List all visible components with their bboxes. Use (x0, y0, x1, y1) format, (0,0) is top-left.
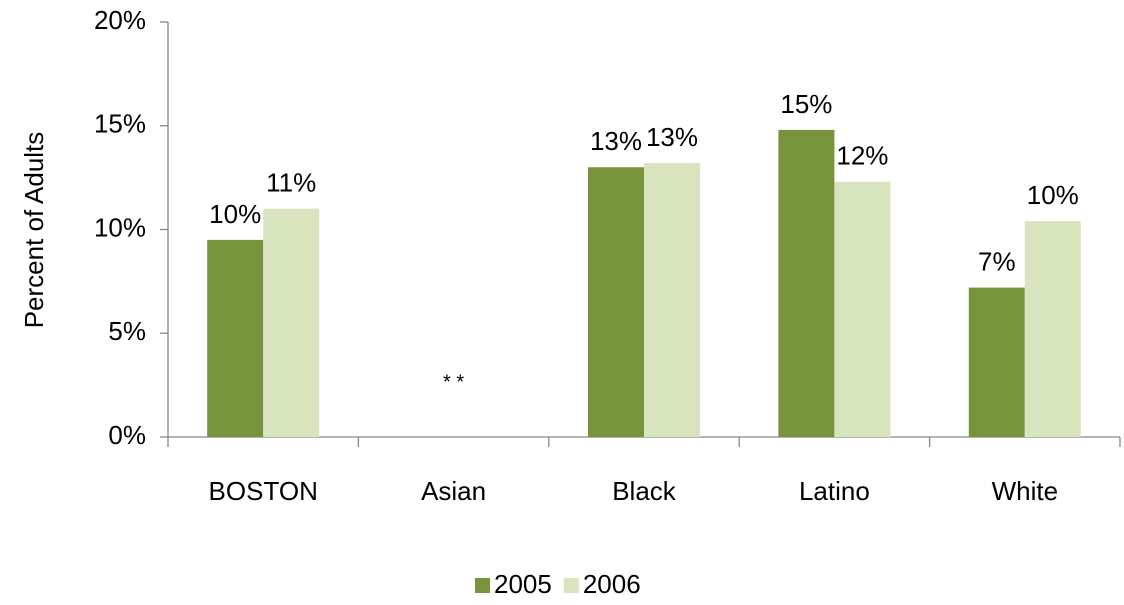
y-tick-label: 5% (108, 316, 146, 346)
value-label: 10% (209, 199, 261, 229)
y-tick-label: 20% (94, 5, 146, 35)
value-label: 13% (646, 122, 698, 152)
y-tick-label: 0% (108, 420, 146, 450)
bar (588, 167, 644, 437)
bar (778, 129, 835, 437)
x-tick-label: White (992, 476, 1058, 506)
bar (263, 208, 320, 437)
value-label: 7% (978, 246, 1016, 276)
x-tick-label: Black (612, 476, 677, 506)
bar (207, 239, 264, 437)
y-tick-label: 10% (94, 212, 146, 242)
bar (1024, 221, 1081, 437)
bar (644, 163, 700, 437)
x-tick-label: BOSTON (209, 476, 318, 506)
value-label: 12% (836, 141, 888, 171)
value-label: 15% (780, 89, 832, 119)
y-tick-label: 15% (94, 109, 146, 139)
bar (834, 181, 891, 437)
y-axis-label: Percent of Adults (19, 132, 49, 329)
legend-label: 2006 (583, 569, 641, 599)
value-label: 13% (590, 126, 642, 156)
value-label: 11% (266, 168, 316, 198)
annotation: * * (443, 371, 464, 393)
bar (968, 287, 1025, 437)
x-tick-label: Asian (421, 476, 486, 506)
legend-label: 2005 (494, 569, 552, 599)
x-tick-label: Latino (799, 476, 870, 506)
legend-swatch (475, 578, 490, 593)
value-label: 10% (1027, 180, 1079, 210)
legend-swatch (563, 578, 579, 593)
